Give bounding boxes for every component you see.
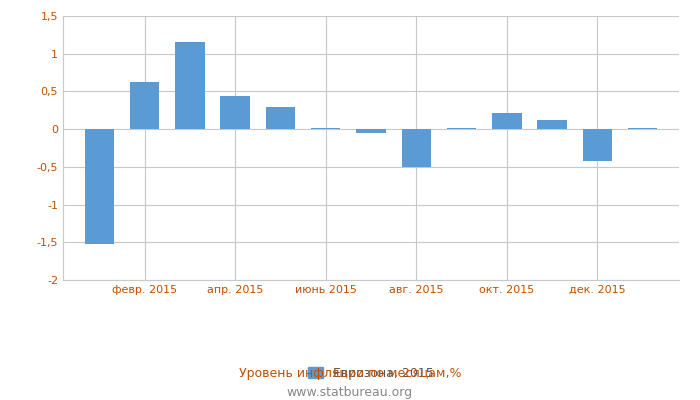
Bar [356,129,386,133]
Bar [266,106,295,129]
Bar [492,112,522,129]
Bar [220,96,250,129]
Bar [130,82,159,129]
Bar [447,128,476,129]
Bar [175,42,204,129]
Bar [311,128,340,129]
Legend: Еврозона, 2015: Еврозона, 2015 [303,362,439,385]
Bar [628,128,657,129]
Text: www.statbureau.org: www.statbureau.org [287,386,413,399]
Bar [582,129,612,161]
Text: Уровень инфляции по месяцам,%: Уровень инфляции по месяцам,% [239,368,461,380]
Bar [538,120,567,129]
Bar [402,129,431,167]
Bar [85,129,114,244]
